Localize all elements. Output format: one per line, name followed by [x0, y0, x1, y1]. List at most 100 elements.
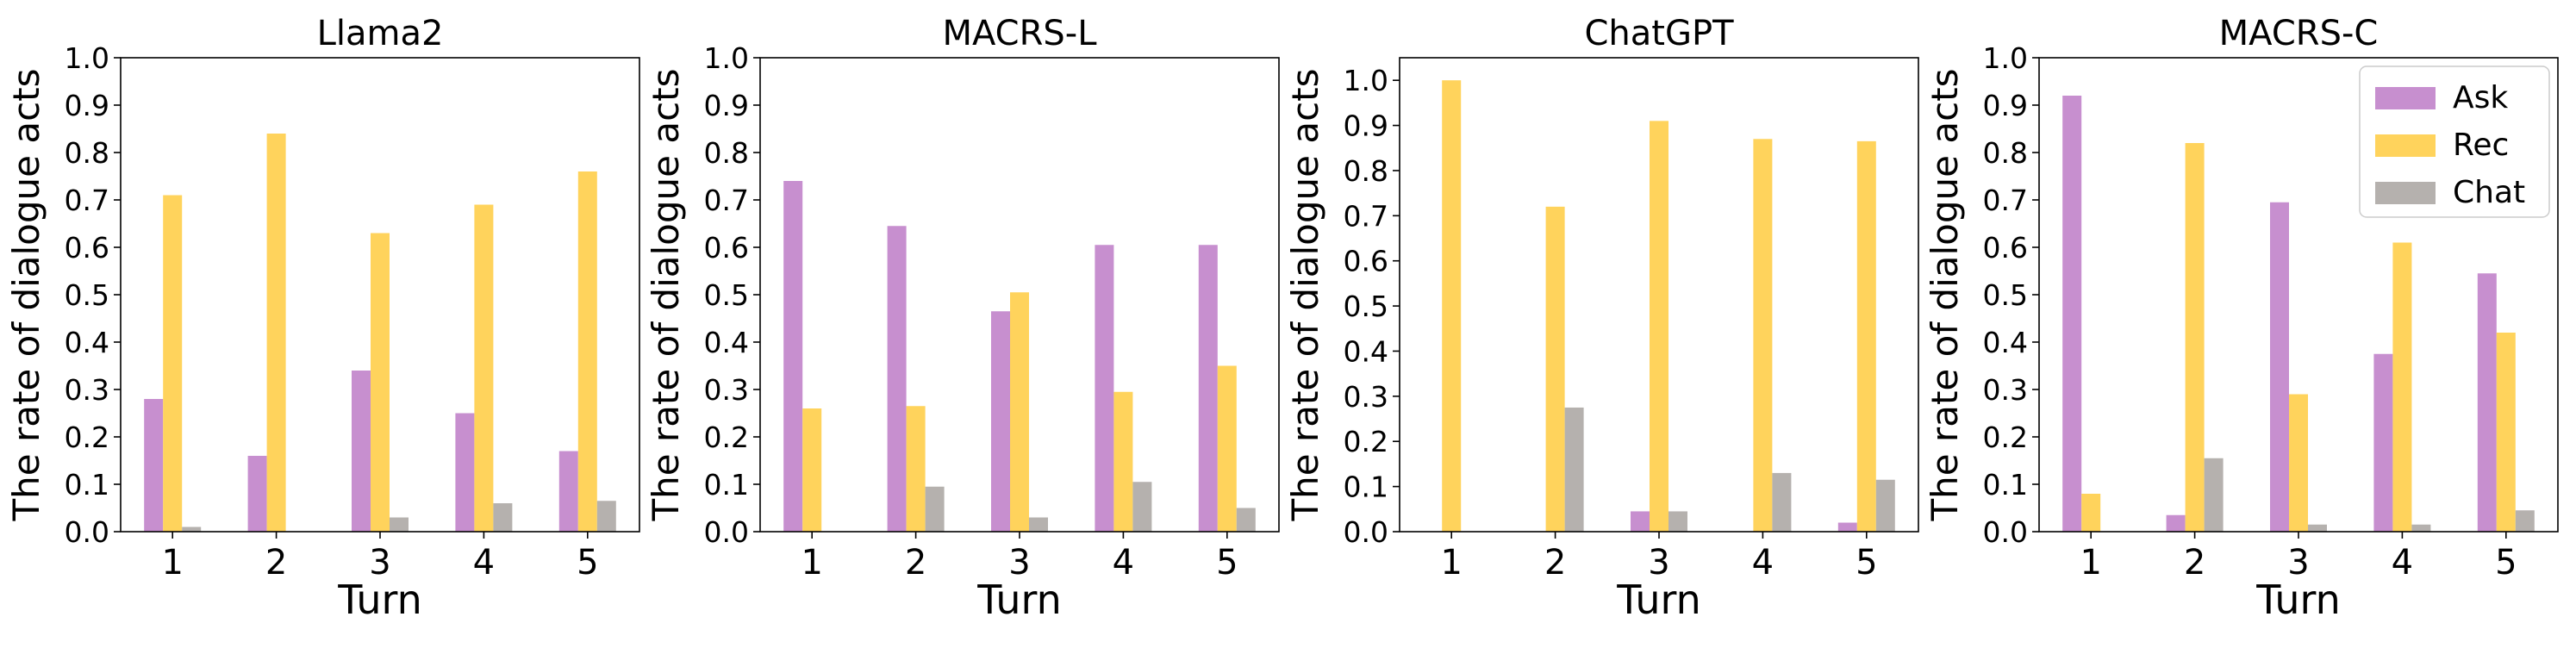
bar-rec-turn-1	[802, 408, 822, 532]
y-tick-label: 0.2	[704, 421, 749, 454]
bar-rec-turn-1	[163, 195, 183, 532]
bar-chat-turn-4	[2411, 524, 2431, 532]
bar-chat-turn-5	[2515, 510, 2535, 532]
x-tick-label: 1	[801, 543, 822, 583]
bar-ask-turn-5	[1198, 245, 1218, 532]
x-tick-label: 2	[905, 543, 926, 583]
y-tick-label: 0.7	[704, 184, 749, 217]
x-axis-label: Turn	[337, 576, 422, 623]
bar-ask-turn-5	[2477, 273, 2497, 532]
bar-ask-turn-1	[783, 181, 803, 532]
x-tick-label: 5	[1856, 543, 1877, 583]
y-tick-label: 0.8	[65, 136, 109, 170]
legend: Ask Rec Chat	[2359, 65, 2550, 218]
y-tick-label: 0.3	[704, 373, 749, 407]
chart-panel-1: 0.0 0.1 0.2 0.3 0.4 0.5 0.6 0.7 0.8 0.9 1.0 1 2 3 4 5 Ll…	[5, 14, 640, 623]
bar-ask-turn-4	[1095, 245, 1114, 532]
y-tick-label: 0.2	[1344, 425, 1388, 458]
bar-rec-turn-4	[1113, 391, 1133, 532]
bar-ask-turn-2	[247, 456, 267, 532]
x-tick-label: 4	[2392, 543, 2413, 583]
y-tick-label: 0.1	[1344, 470, 1388, 504]
legend-swatch-ask	[2375, 87, 2436, 109]
x-tick-label: 5	[2495, 543, 2517, 583]
y-tick-label: 1.0	[1344, 64, 1388, 97]
bar-chat-turn-2	[2204, 458, 2224, 532]
y-tick-label: 0.5	[1983, 278, 2028, 312]
bar-chat-turn-4	[1132, 482, 1152, 532]
y-tick-label: 0.2	[1983, 421, 2028, 454]
y-tick-label: 0.6	[1344, 245, 1388, 278]
y-tick-label: 0.3	[65, 373, 109, 407]
bar-ask-turn-2	[887, 226, 907, 532]
bar-rec-turn-5	[2496, 333, 2516, 532]
y-tick-label: 0.6	[65, 231, 109, 265]
bar-rec-turn-2	[1545, 206, 1565, 533]
bar-ask-turn-3	[991, 311, 1010, 532]
bar-rec-turn-3	[1010, 292, 1029, 532]
y-tick-label: 0.0	[1983, 515, 2028, 549]
bar-rec-turn-3	[371, 233, 390, 532]
x-tick-label: 2	[265, 543, 287, 583]
x-tick-label: 1	[161, 543, 183, 583]
chart-panel-4: 0.0 0.1 0.2 0.3 0.4 0.5 0.6 0.7 0.8 0.9 1.0 1 2 3 4 5 MA…	[1924, 14, 2559, 623]
y-tick-label: 0.1	[65, 468, 109, 502]
chart-title: Llama2	[317, 14, 444, 53]
x-tick-label: 1	[2080, 543, 2101, 583]
bar-rec-turn-4	[474, 204, 494, 532]
chart-title: ChatGPT	[1584, 14, 1734, 53]
bar-ask-turn-4	[2373, 353, 2393, 532]
bar-rec-turn-3	[2289, 394, 2308, 532]
bar-chat-turn-5	[1236, 508, 1256, 532]
bar-chat-turn-2	[925, 486, 945, 532]
bar-ask-turn-1	[144, 399, 164, 532]
y-tick-label: 0.3	[1344, 380, 1388, 414]
y-tick-label: 0.6	[1983, 231, 2028, 265]
y-tick-label: 0.5	[65, 278, 109, 312]
bar-chat-turn-3	[390, 517, 409, 532]
y-tick-label: 0.2	[65, 421, 109, 454]
bar-ask-turn-3	[1631, 511, 1650, 532]
y-tick-label: 0.0	[1344, 515, 1388, 549]
x-tick-label: 1	[1440, 543, 1462, 583]
bar-ask-turn-4	[455, 413, 475, 532]
chart-title: MACRS-L	[942, 14, 1097, 53]
y-tick-label: 0.8	[704, 136, 749, 170]
bar-chat-turn-3	[2308, 524, 2327, 532]
bar-rec-turn-2	[906, 406, 926, 532]
y-tick-label: 1.0	[1983, 41, 2028, 75]
legend-label-ask: Ask	[2453, 80, 2508, 115]
y-tick-label: 0.1	[1983, 468, 2028, 502]
bar-ask-turn-5	[1837, 522, 1857, 532]
y-tick-label: 0.4	[704, 326, 749, 359]
bar-rec-turn-1	[1442, 80, 1462, 532]
chart-panel-2: 0.0 0.1 0.2 0.3 0.4 0.5 0.6 0.7 0.8 0.9 1.0 1 2 3 4 5 MA…	[645, 14, 1280, 623]
y-tick-label: 0.4	[65, 326, 109, 359]
bar-rec-turn-4	[2392, 242, 2412, 532]
y-tick-label: 0.1	[704, 468, 749, 502]
y-tick-label: 0.9	[65, 89, 109, 122]
bar-chat-turn-3	[1668, 511, 1687, 532]
legend-label-rec: Rec	[2453, 128, 2509, 163]
bar-rec-turn-3	[1650, 121, 1668, 532]
bar-chat-turn-5	[596, 501, 616, 532]
bar-rec-turn-5	[1217, 365, 1237, 532]
bar-chat-turn-5	[1875, 479, 1895, 532]
chart-title: MACRS-C	[2219, 14, 2379, 53]
bar-ask-turn-5	[558, 451, 578, 532]
x-tick-label: 5	[577, 543, 598, 583]
x-tick-label: 4	[1752, 543, 1774, 583]
y-tick-label: 0.3	[1983, 373, 2028, 407]
bar-rec-turn-2	[266, 134, 286, 532]
x-tick-label: 3	[1008, 543, 1030, 583]
bar-rec-turn-4	[1753, 139, 1773, 533]
x-tick-label: 2	[1544, 543, 1566, 583]
x-tick-label: 4	[473, 543, 495, 583]
legend-swatch-rec	[2375, 134, 2436, 157]
y-tick-label: 0.5	[1344, 290, 1388, 323]
y-tick-label: 1.0	[65, 41, 109, 75]
y-tick-label: 0.4	[1344, 334, 1388, 368]
y-axis-label: The rate of dialogue acts	[5, 68, 47, 521]
y-tick-label: 0.7	[65, 184, 109, 217]
